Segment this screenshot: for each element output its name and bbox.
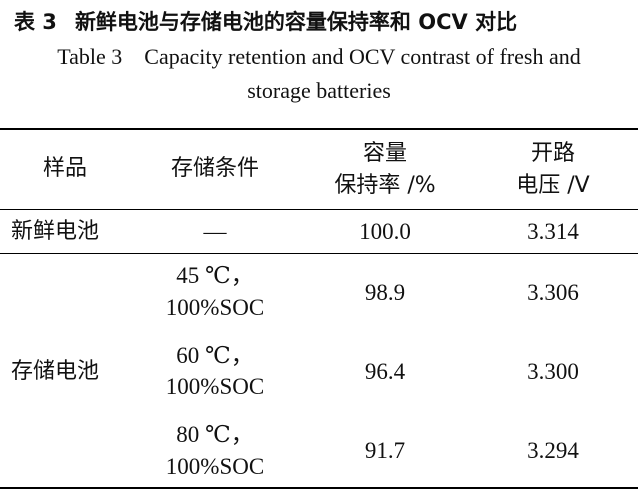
row-60-condition-line2: 100%SOC bbox=[165, 374, 265, 399]
caption-line-2: storage batteries bbox=[247, 78, 391, 103]
row-60-ocv: 3.300 bbox=[527, 359, 579, 384]
row-divider bbox=[0, 253, 638, 254]
caption-line-1: Table 3 Capacity retention and OCV contr… bbox=[57, 44, 581, 69]
row-fresh-condition: — bbox=[203, 219, 227, 244]
row-60-condition-line1: 60 ℃， bbox=[176, 343, 254, 368]
row-60-retention: 96.4 bbox=[364, 359, 406, 384]
header-ocv-line2: 电压 /V bbox=[516, 173, 590, 198]
row-80-condition-line2: 100%SOC bbox=[165, 454, 265, 479]
bottom-rule bbox=[0, 487, 638, 489]
table-title-cn: 表 3 新鲜电池与存储电池的容量保持率和 OCV 对比 bbox=[6, 6, 634, 36]
row-fresh-ocv: 3.314 bbox=[527, 219, 579, 244]
header-rule bbox=[0, 209, 638, 210]
header-storage-condition: 存储条件 bbox=[170, 156, 259, 181]
table-caption-en: Table 3 Capacity retention and OCV contr… bbox=[0, 40, 638, 108]
header-ocv-line1: 开路 bbox=[530, 141, 575, 166]
row-45-condition-line1: 45 ℃， bbox=[176, 263, 254, 288]
row-80-ocv: 3.294 bbox=[527, 438, 579, 463]
row-45-ocv: 3.306 bbox=[527, 280, 579, 305]
row-storage-sample: 存储电池 bbox=[11, 359, 100, 384]
row-45-retention: 98.9 bbox=[364, 280, 406, 305]
row-fresh-sample: 新鲜电池 bbox=[11, 219, 100, 244]
row-80-condition-line1: 80 ℃， bbox=[176, 422, 254, 447]
row-80-retention: 91.7 bbox=[364, 438, 406, 463]
header-retention-line1: 容量 bbox=[362, 141, 407, 166]
header-retention-line2: 保持率 /% bbox=[334, 173, 436, 198]
table-number: 表 3 bbox=[14, 10, 57, 34]
header-sample: 样品 bbox=[42, 156, 87, 181]
table-title-text: 新鲜电池与存储电池的容量保持率和 OCV 对比 bbox=[74, 10, 518, 34]
row-fresh-retention: 100.0 bbox=[359, 219, 411, 244]
top-rule bbox=[0, 128, 638, 130]
row-45-condition-line2: 100%SOC bbox=[165, 295, 265, 320]
